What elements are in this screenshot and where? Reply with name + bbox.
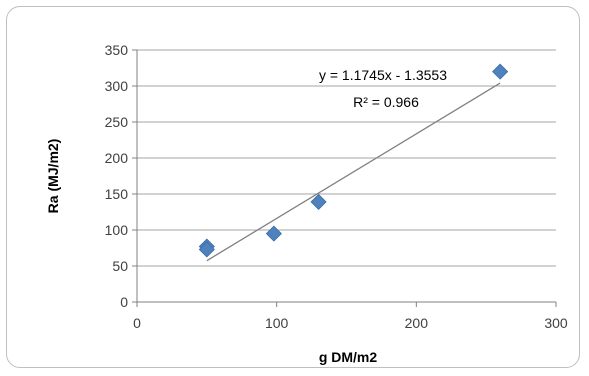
data-point <box>265 225 282 242</box>
y-tick-labels: 0 50 100 150 200 250 300 350 <box>105 42 129 310</box>
y-tick-label: 100 <box>105 222 129 238</box>
y-tick-label: 300 <box>105 78 129 94</box>
y-tick-label: 50 <box>112 258 128 274</box>
x-tick-label: 0 <box>133 315 141 331</box>
x-axis-title: g DM/m2 <box>319 349 378 365</box>
trendline-equation: y = 1.1745x - 1.3553 <box>319 67 447 83</box>
x-tick-label: 100 <box>265 315 289 331</box>
data-point <box>310 193 327 210</box>
gridlines <box>137 49 556 267</box>
y-tick-label: 250 <box>105 114 129 130</box>
y-axis-title: Ra (MJ/m2) <box>45 139 61 214</box>
y-tick-label: 0 <box>120 294 128 310</box>
data-point <box>198 241 215 258</box>
x-tick-label: 300 <box>544 315 568 331</box>
y-tick-label: 150 <box>105 186 129 202</box>
x-tick-labels: 0 100 200 300 <box>133 315 568 331</box>
axes <box>132 49 557 307</box>
trendline-group <box>206 82 501 262</box>
trendline <box>206 82 501 262</box>
data-point <box>492 63 509 80</box>
data-points <box>198 63 509 258</box>
y-tick-label: 200 <box>105 150 129 166</box>
trendline-r-squared: R² = 0.966 <box>353 94 419 110</box>
chart-frame <box>6 6 580 368</box>
y-tick-label: 350 <box>105 42 129 58</box>
x-tick-label: 200 <box>405 315 429 331</box>
